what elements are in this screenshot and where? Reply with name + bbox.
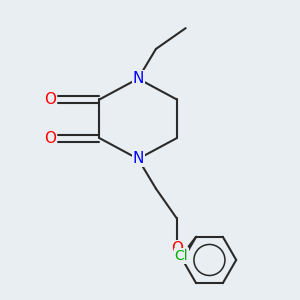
Text: N: N <box>132 71 144 86</box>
Text: O: O <box>44 130 56 146</box>
Text: Cl: Cl <box>174 249 188 263</box>
Text: N: N <box>132 152 144 166</box>
Text: O: O <box>171 241 183 256</box>
Text: O: O <box>44 92 56 107</box>
